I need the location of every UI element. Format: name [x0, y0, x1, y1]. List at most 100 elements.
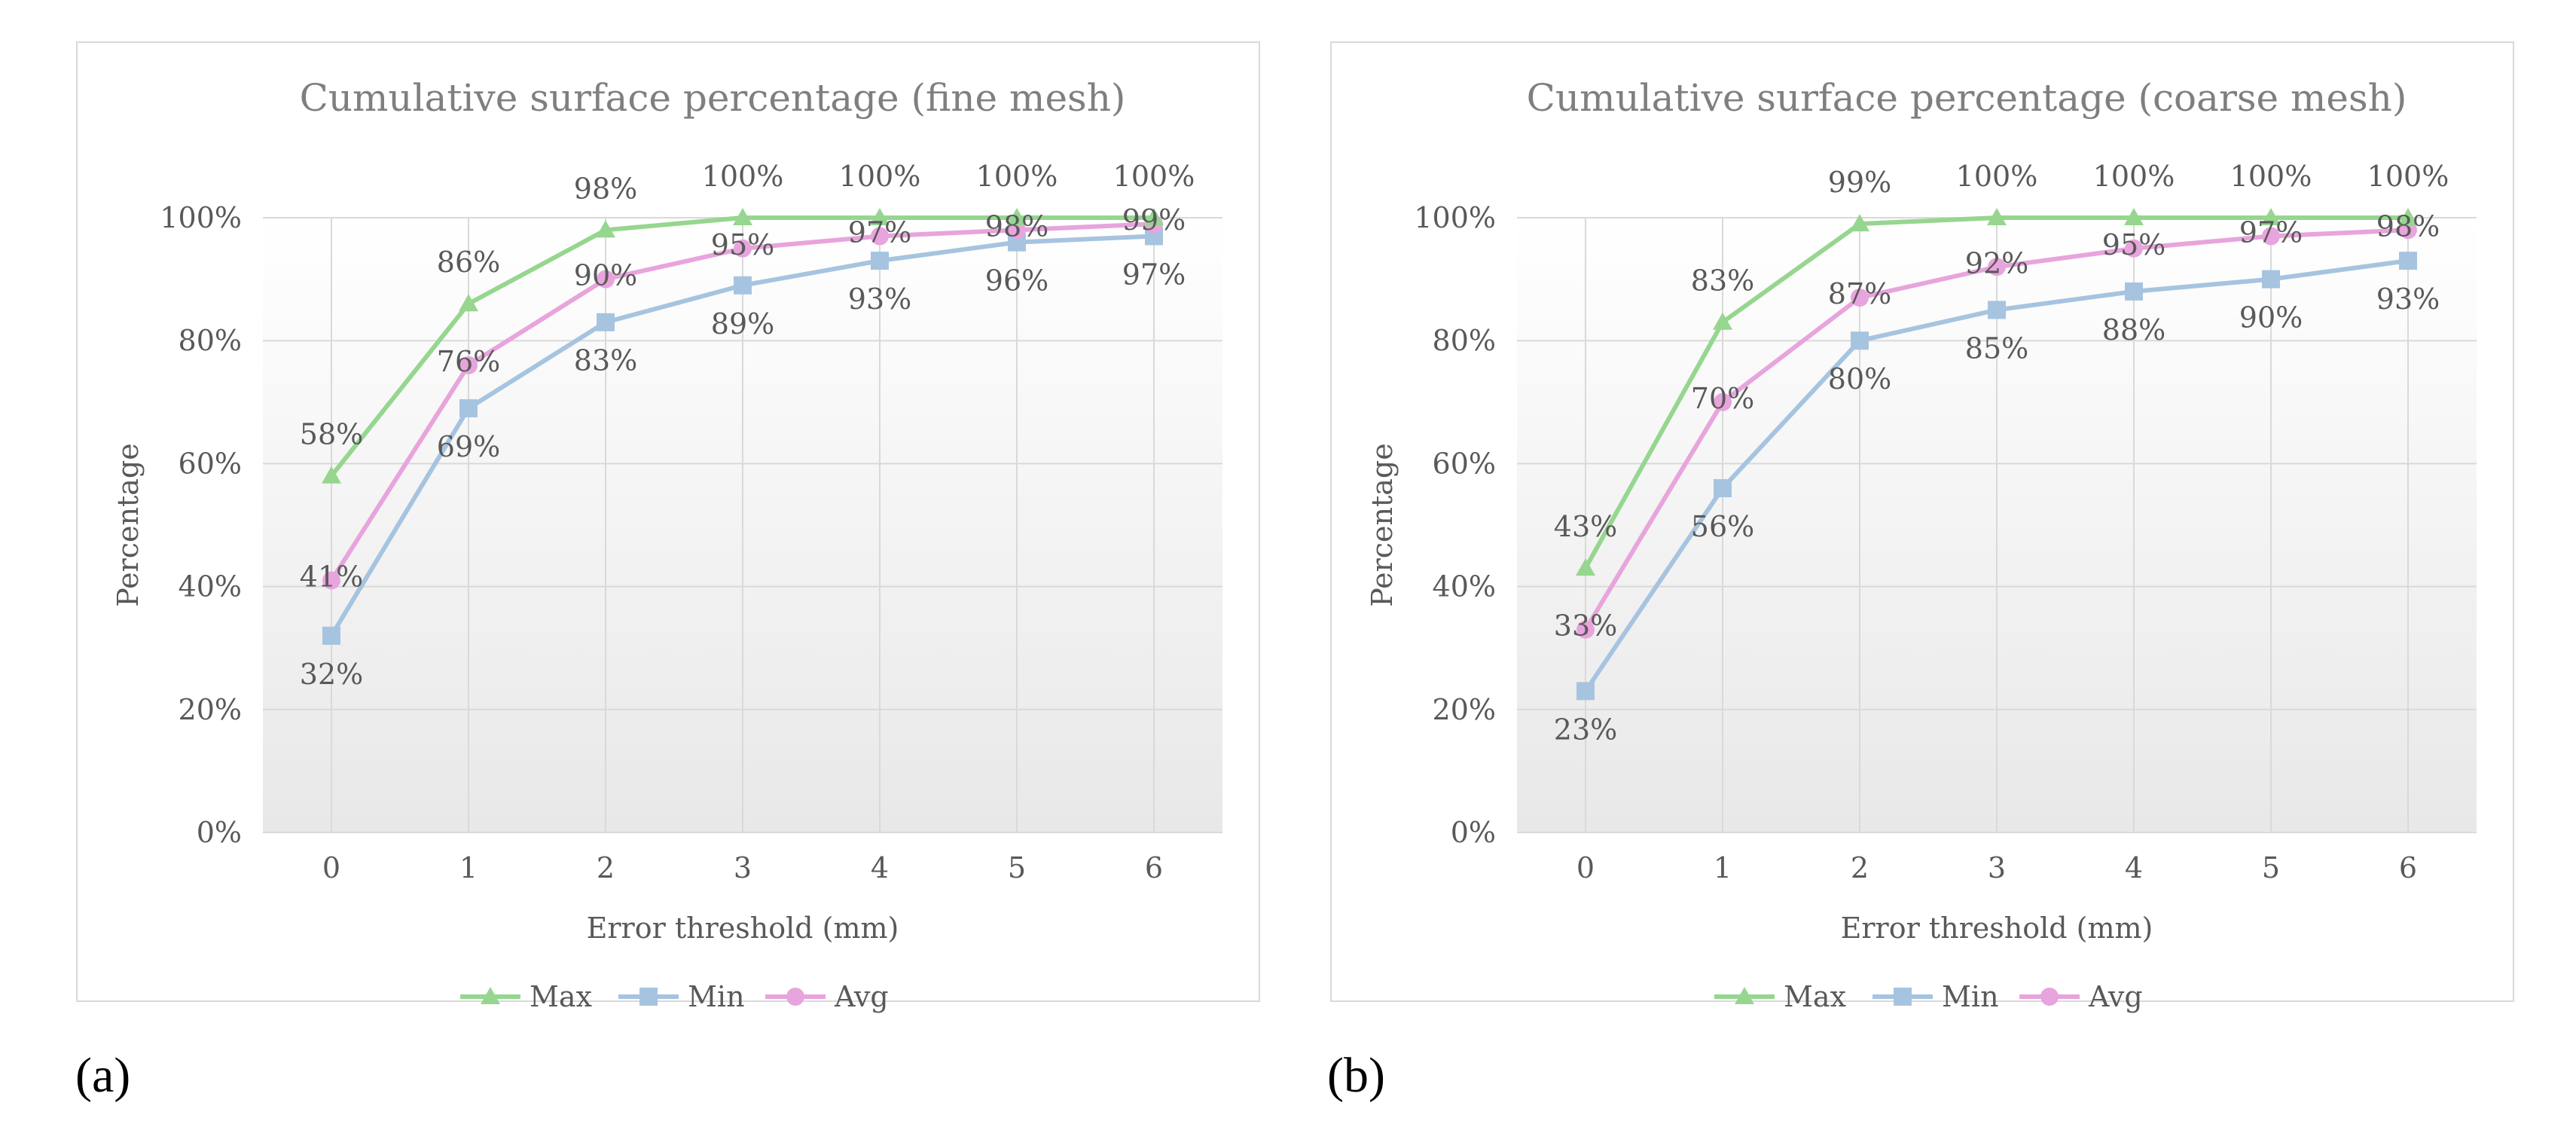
x-tick-label: 3	[1988, 851, 2006, 884]
data-label-min: 93%	[848, 283, 911, 316]
data-label-max: 58%	[300, 418, 363, 451]
y-tick-label: 100%	[160, 201, 242, 234]
series-max	[322, 208, 1164, 484]
legend-marker-avg	[786, 988, 804, 1006]
legend-marker-max	[1735, 987, 1754, 1004]
data-label-max: 100%	[976, 160, 1058, 193]
y-tick-label: 60%	[179, 447, 242, 480]
data-label-avg: 97%	[848, 215, 911, 249]
chart-coarse-mesh: Cumulative surface percentage (coarse me…	[1366, 76, 2477, 1013]
legend-item-min: Min	[1872, 980, 1999, 1013]
y-tick-label: 60%	[1433, 447, 1496, 480]
data-point-max	[322, 466, 341, 484]
data-label-min: 83%	[574, 344, 637, 377]
chart-title: Cumulative surface percentage (fine mesh…	[300, 76, 1126, 120]
data-label-min: 69%	[437, 430, 500, 463]
data-point-avg	[1576, 620, 1595, 639]
data-label-min: 85%	[1965, 331, 2028, 365]
chart-panel-coarse-mesh: Cumulative surface percentage (coarse me…	[1330, 41, 2514, 1013]
data-point-min	[734, 276, 752, 295]
series-min	[322, 227, 1163, 645]
y-tick-label: 40%	[1433, 570, 1496, 603]
data-point-min	[322, 626, 340, 645]
data-label-min: 96%	[985, 264, 1048, 298]
legend-label-min: Min	[688, 980, 745, 1013]
data-point-avg	[1851, 289, 1869, 307]
y-tick-label: 100%	[1414, 201, 1496, 234]
x-tick-label: 0	[322, 851, 340, 884]
data-point-avg	[459, 356, 478, 374]
data-point-max	[2261, 208, 2281, 225]
data-label-avg: 95%	[711, 228, 774, 261]
data-label-min: 32%	[300, 658, 363, 691]
y-tick-label: 80%	[1433, 324, 1496, 357]
x-axis-title: Error threshold (mm)	[587, 912, 899, 945]
data-point-avg	[1714, 392, 1732, 411]
subfigure-label-a: (a)	[75, 1048, 131, 1103]
legend-marker-min	[1894, 988, 1912, 1006]
data-point-max	[1987, 208, 2007, 225]
legend-item-avg: Avg	[2019, 980, 2143, 1013]
subfigure-label-b: (b)	[1327, 1048, 1385, 1103]
x-tick-label: 2	[1851, 851, 1869, 884]
data-label-min: 90%	[2239, 301, 2303, 334]
data-label-avg: 95%	[2102, 228, 2165, 261]
data-label-avg: 76%	[437, 345, 500, 378]
data-point-min	[2262, 270, 2280, 289]
data-label-max: 43%	[1554, 510, 1617, 543]
data-label-avg: 98%	[985, 209, 1048, 243]
data-label-min: 97%	[1122, 258, 1186, 291]
data-label-max: 100%	[1113, 160, 1195, 193]
y-tick-label: 80%	[179, 324, 242, 357]
data-label-max: 100%	[702, 160, 784, 193]
data-point-max	[459, 294, 478, 312]
legend-marker-avg	[2040, 988, 2059, 1006]
legend-marker-min	[639, 988, 658, 1006]
data-label-avg: 92%	[1965, 246, 2028, 279]
y-tick-label: 0%	[197, 816, 242, 849]
data-label-avg: 41%	[300, 560, 363, 593]
chart-fine-mesh: Cumulative surface percentage (fine mesh…	[111, 76, 1222, 1013]
data-point-avg	[2262, 227, 2280, 246]
x-tick-label: 2	[597, 851, 615, 884]
y-tick-label: 20%	[1433, 693, 1496, 726]
data-point-min	[1714, 479, 1732, 498]
data-point-min	[459, 399, 478, 417]
data-point-avg	[734, 239, 752, 258]
x-tick-label: 6	[2399, 851, 2417, 884]
data-label-avg: 33%	[1554, 609, 1617, 643]
y-tick-label: 40%	[179, 570, 242, 603]
x-axis-title: Error threshold (mm)	[1841, 912, 2153, 945]
data-label-avg: 87%	[1828, 277, 1891, 310]
legend-item-avg: Avg	[765, 980, 889, 1013]
data-point-avg	[1988, 258, 2006, 276]
data-label-max: 99%	[1828, 166, 1891, 199]
legend-label-max: Max	[530, 980, 592, 1013]
y-tick-label: 20%	[179, 693, 242, 726]
data-label-max: 100%	[839, 160, 921, 193]
x-tick-label: 0	[1576, 851, 1595, 884]
data-label-min: 88%	[2102, 313, 2165, 347]
chart-panel-fine-mesh: Cumulative surface percentage (fine mesh…	[76, 41, 1260, 1013]
data-label-max: 100%	[2367, 160, 2449, 193]
data-label-max: 86%	[437, 246, 500, 279]
data-point-max	[2124, 208, 2144, 225]
data-label-max: 100%	[2230, 160, 2312, 193]
data-label-avg: 70%	[1691, 382, 1754, 415]
data-point-min	[871, 252, 889, 270]
data-label-max: 83%	[1691, 264, 1754, 298]
legend-item-max: Max	[1714, 980, 1846, 1013]
data-point-avg	[322, 571, 340, 590]
data-point-avg	[871, 227, 889, 246]
data-point-min	[2399, 252, 2417, 270]
data-point-max	[733, 208, 752, 225]
data-point-min	[1576, 682, 1595, 701]
data-label-avg: 90%	[574, 259, 637, 292]
x-tick-label: 4	[2125, 851, 2143, 884]
data-point-min	[1851, 331, 1869, 350]
data-label-avg: 97%	[2239, 215, 2303, 249]
data-point-max	[1713, 312, 1732, 330]
data-label-min: 23%	[1554, 713, 1617, 746]
data-label-min: 56%	[1691, 510, 1754, 543]
x-tick-label: 3	[734, 851, 752, 884]
